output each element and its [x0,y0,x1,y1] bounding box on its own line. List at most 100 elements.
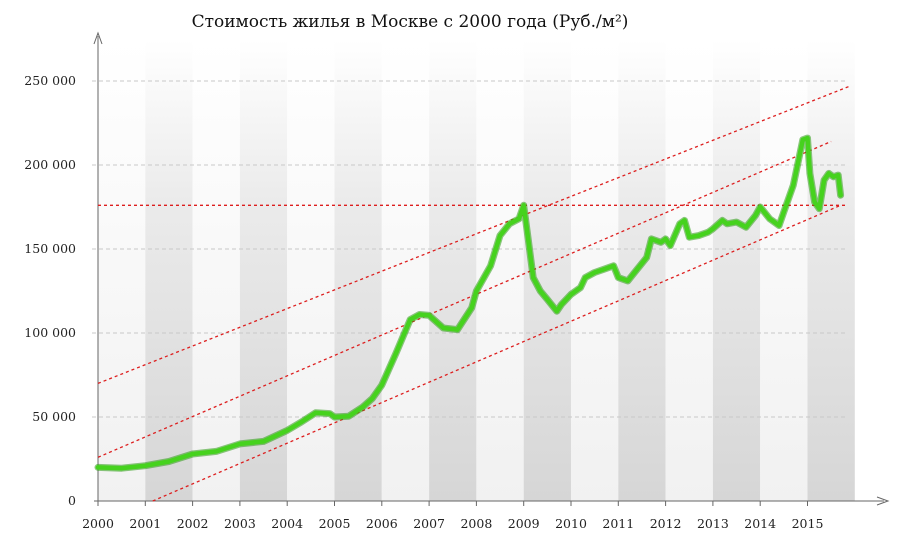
data-point [559,302,564,307]
year-band [287,40,335,501]
data-point [625,278,630,284]
data-point [455,327,460,332]
data-point [724,221,730,226]
data-point [807,171,812,176]
x-tick-label: 2010 [555,516,587,531]
x-tick-label: 2008 [460,516,492,531]
year-band [239,40,288,501]
data-point [635,267,640,272]
data-point [119,466,124,471]
y-tick-label: 0 [68,493,76,508]
data-point [261,439,266,444]
x-tick-label: 2014 [744,516,776,531]
data-point [812,199,817,205]
data-point [838,193,843,198]
year-band [429,40,477,501]
y-tick-label: 200 000 [24,157,76,172]
data-point [521,203,526,208]
year-band [381,40,430,501]
year-band [476,40,524,501]
data-point [696,233,701,238]
data-point [743,225,749,230]
data-point [826,171,831,176]
data-point [538,288,543,294]
data-point [417,312,422,317]
data-point [516,216,522,221]
data-point [831,174,836,179]
series-line [95,135,843,471]
data-point [568,292,574,297]
data-point [836,172,841,178]
year-band [192,40,240,501]
data-point [821,178,827,183]
y-tick-label: 100 000 [24,325,76,340]
data-point [592,270,597,275]
axes [93,31,890,506]
year-band [334,40,382,501]
x-tick-labels: 2000 2001 2002 2003 2004 2005 2006 2007 2008 2009… [82,501,823,531]
data-point [781,209,786,215]
x-tick-label: 2007 [413,516,445,531]
x-tick-label: 2004 [271,516,303,531]
data-point [143,463,148,468]
data-point [313,410,318,415]
x-tick-label: 2006 [366,516,398,531]
trend-line [97,140,832,458]
data-point [758,204,763,210]
data-point [190,451,195,457]
data-point [393,351,399,356]
data-point [285,428,290,433]
x-axis-arrow [876,496,890,506]
year-band [98,40,146,501]
data-point [687,235,692,240]
data-point [583,275,588,280]
data-point [805,136,810,141]
data-point [370,396,375,401]
trend-line [97,85,851,385]
data-point [616,275,621,280]
year-band [145,40,193,501]
data-point [332,414,337,420]
data-point [360,404,365,410]
data-point [800,137,805,142]
chart-title: Стоимость жилья в Москве с 2000 года (Ру… [192,12,629,32]
data-point [668,243,673,248]
data-point [346,414,351,419]
data-point [734,220,739,225]
data-point [753,213,758,218]
data-point [791,183,796,188]
data-point [720,218,725,223]
data-point [427,313,432,318]
data-point [710,226,716,231]
year-band [760,40,808,501]
data-point [644,255,649,260]
data-point [545,297,550,302]
trend-lines [97,85,851,502]
data-point [214,449,219,454]
x-tick-label: 2012 [650,516,682,531]
data-point [602,267,607,272]
x-tick-label: 2002 [177,516,209,531]
x-tick-label: 2009 [508,516,540,531]
data-point [469,305,474,310]
y-tick-label: 150 000 [24,241,76,256]
y-tick-labels: 0 50 000 100 000 150 000 200 000 250 000 [24,73,76,508]
year-band [807,40,855,501]
x-tick-label: 2013 [697,516,729,531]
data-point [677,221,682,226]
year-bands [98,40,855,501]
data-point [663,236,668,242]
data-point [611,263,616,268]
data-point [488,263,493,268]
data-point [817,206,822,211]
data-point [497,233,503,238]
y-tick-label: 50 000 [32,409,76,424]
x-tick-label: 2003 [224,516,256,531]
x-tick-label: 2005 [319,516,351,531]
data-point [95,465,101,470]
data-point [237,441,242,446]
data-point [408,317,413,322]
data-point [441,325,446,331]
data-point [507,221,512,226]
